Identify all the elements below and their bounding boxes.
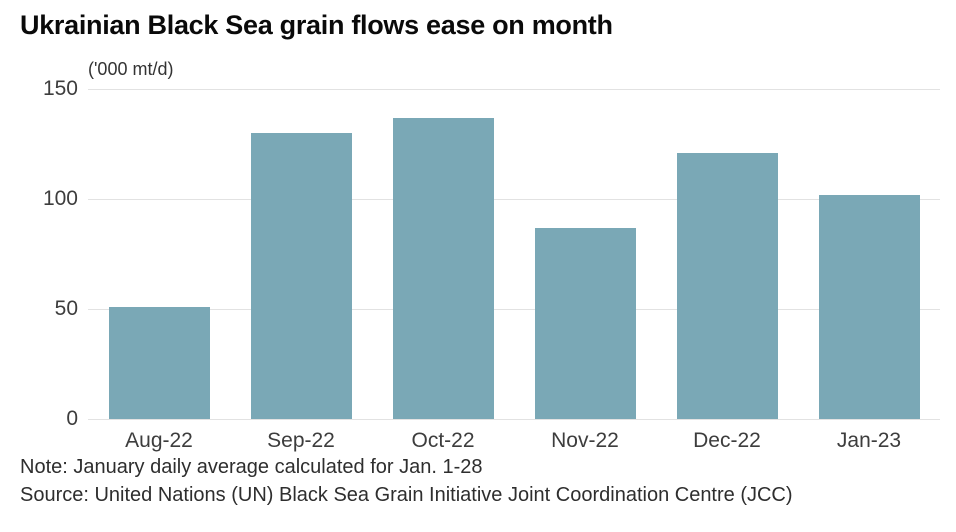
x-tick-label-Nov-22: Nov-22 [551, 429, 619, 452]
gridline-y-150 [88, 88, 940, 90]
chart-title: Ukrainian Black Sea grain flows ease on … [20, 10, 613, 40]
bar-Nov-22 [534, 227, 636, 419]
bar-Jan-23 [818, 194, 920, 419]
bar-Sep-22 [250, 133, 352, 419]
x-tick-label-Aug-22: Aug-22 [125, 429, 193, 452]
gridline-y-100 [88, 198, 940, 200]
bar-Oct-22 [392, 117, 494, 419]
chart-note: Note: January daily average calculated f… [20, 456, 483, 478]
bar-Aug-22 [108, 306, 210, 419]
y-tick-label-150: 150 [42, 77, 78, 100]
x-tick-label-Jan-23: Jan-23 [836, 429, 902, 452]
y-tick-label-0: 0 [66, 407, 78, 430]
gridline-y-0 [88, 418, 940, 420]
plot-area [88, 88, 940, 420]
y-axis-unit-label: ('000 mt/d) [88, 59, 174, 79]
y-tick-label-50: 50 [54, 297, 78, 320]
x-tick-label-Dec-22: Dec-22 [693, 429, 761, 452]
bar-Dec-22 [676, 152, 778, 419]
x-tick-label-Sep-22: Sep-22 [267, 429, 335, 452]
chart-source: Source: United Nations (UN) Black Sea Gr… [20, 484, 793, 506]
x-tick-label-Oct-22: Oct-22 [411, 429, 475, 452]
gridline-y-50 [88, 308, 940, 310]
y-tick-label-100: 100 [42, 187, 78, 210]
